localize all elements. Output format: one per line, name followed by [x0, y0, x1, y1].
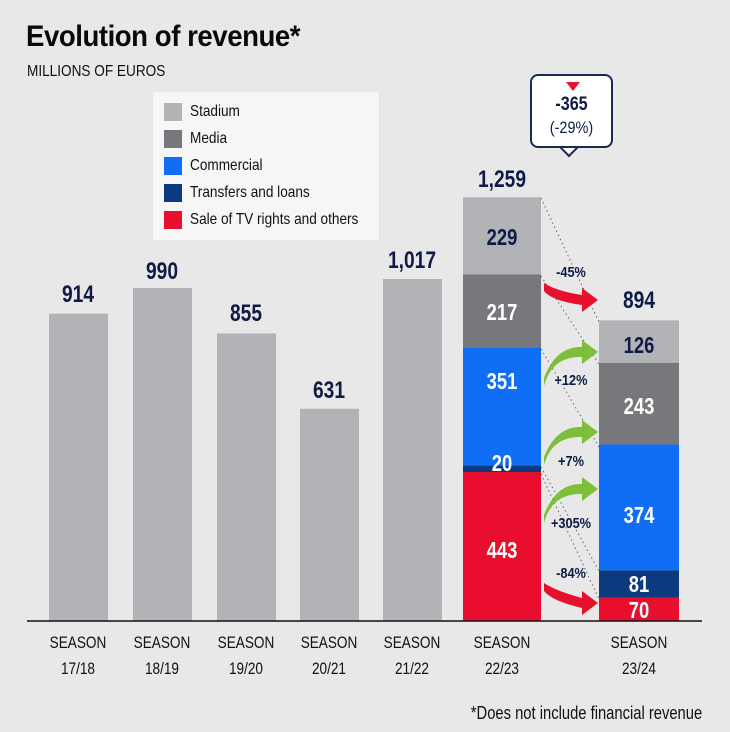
- segment-value-label: 217: [487, 300, 518, 325]
- segment-value-label: 374: [624, 503, 655, 528]
- legend-swatch-transfers: [164, 184, 182, 202]
- legend-item-transfers: Transfers and loans: [164, 183, 331, 203]
- stacked-segment-commercial: [463, 347, 541, 466]
- category-label: SEASON: [474, 634, 531, 653]
- segment-value-label: 243: [624, 394, 655, 419]
- footnote: *Does not include financial revenue: [470, 703, 702, 723]
- total-value-label: 855: [230, 299, 262, 327]
- connector-line: [540, 466, 600, 572]
- stacked-segment-transfers-and-loans: [463, 465, 541, 473]
- legend-label: Transfers and loans: [190, 184, 310, 201]
- total-value-label: 631: [313, 376, 345, 404]
- category-label: 22/23: [485, 660, 519, 679]
- bar-1: [133, 288, 192, 621]
- stacked-segment-media: [599, 362, 679, 445]
- connector-line: [540, 473, 600, 600]
- segment-value-label: 351: [487, 369, 518, 394]
- segment-value-label: 229: [487, 225, 518, 250]
- callout-percent: (-29%): [549, 118, 594, 137]
- arrow-down-icon: [544, 283, 598, 312]
- chart-subtitle: MILLIONS OF EUROS: [27, 63, 166, 80]
- total-value-label: 1,259: [478, 165, 526, 193]
- category-label: SEASON: [301, 634, 358, 653]
- arrow-down-icon: [544, 583, 598, 615]
- stacked-segment-stadium: [463, 197, 541, 275]
- arrow-up-icon: [544, 340, 598, 386]
- legend-item-tv-rights: Sale of TV rights and others: [164, 210, 388, 230]
- category-label: SEASON: [134, 634, 191, 653]
- legend-item-media: Media: [164, 129, 234, 149]
- change-percent-label: -45%: [556, 263, 586, 280]
- stacked-segment-sale-of-tv-rights-and-others: [599, 597, 679, 621]
- segment-value-label: 126: [624, 333, 655, 358]
- bar-2: [217, 333, 276, 621]
- connector-line: [540, 197, 600, 323]
- segment-value-label: 81: [629, 572, 649, 597]
- change-percent-label: +7%: [558, 452, 584, 469]
- change-percent-label: +305%: [551, 514, 591, 531]
- legend-swatch-commercial: [164, 157, 182, 175]
- category-label: 20/21: [312, 660, 346, 679]
- segment-value-label: 443: [487, 538, 518, 563]
- total-value-label: 990: [146, 257, 178, 285]
- stacked-segment-media: [463, 274, 541, 348]
- down-triangle-icon: [566, 82, 580, 91]
- total-value-label: 914: [62, 280, 94, 308]
- category-label: 23/24: [622, 660, 656, 679]
- category-label: SEASON: [50, 634, 107, 653]
- category-label: 18/19: [145, 660, 179, 679]
- legend-swatch-tv-rights: [164, 211, 182, 229]
- stacked-segment-stadium: [599, 320, 679, 363]
- change-percent-label: -84%: [556, 564, 586, 581]
- change-percent-label: +12%: [555, 371, 588, 388]
- bar-0: [49, 313, 108, 621]
- legend-item-stadium: Stadium: [164, 102, 249, 122]
- category-label: SEASON: [611, 634, 668, 653]
- bar-3: [300, 408, 359, 621]
- category-label: SEASON: [384, 634, 441, 653]
- stacked-segment-transfers-and-loans: [599, 570, 679, 598]
- stacked-segment-sale-of-tv-rights-and-others: [463, 472, 541, 621]
- arrow-up-icon: [544, 477, 598, 523]
- legend: Stadium Media Commercial Transfers and l…: [153, 92, 379, 240]
- category-label: 19/20: [229, 660, 263, 679]
- chart-title: Evolution of revenue*: [26, 20, 301, 53]
- bar-4: [383, 278, 442, 621]
- legend-label: Media: [190, 130, 228, 147]
- callout-value: -365: [555, 94, 588, 115]
- legend-label: Stadium: [190, 103, 240, 120]
- category-label: 17/18: [61, 660, 95, 679]
- legend-item-commercial: Commercial: [164, 156, 275, 176]
- total-change-callout: -365 (-29%): [530, 74, 613, 148]
- total-value-label: 894: [623, 286, 655, 314]
- legend-swatch-media: [164, 130, 182, 148]
- legend-label: Sale of TV rights and others: [190, 211, 359, 228]
- segment-value-label: 70: [629, 598, 649, 623]
- category-label: SEASON: [218, 634, 275, 653]
- stacked-segment-commercial: [599, 444, 679, 571]
- legend-swatch-stadium: [164, 103, 182, 121]
- arrow-up-icon: [544, 420, 598, 465]
- total-value-label: 1,017: [388, 246, 436, 274]
- category-label: 21/22: [395, 660, 429, 679]
- legend-label: Commercial: [190, 157, 263, 174]
- segment-value-label: 20: [492, 451, 512, 476]
